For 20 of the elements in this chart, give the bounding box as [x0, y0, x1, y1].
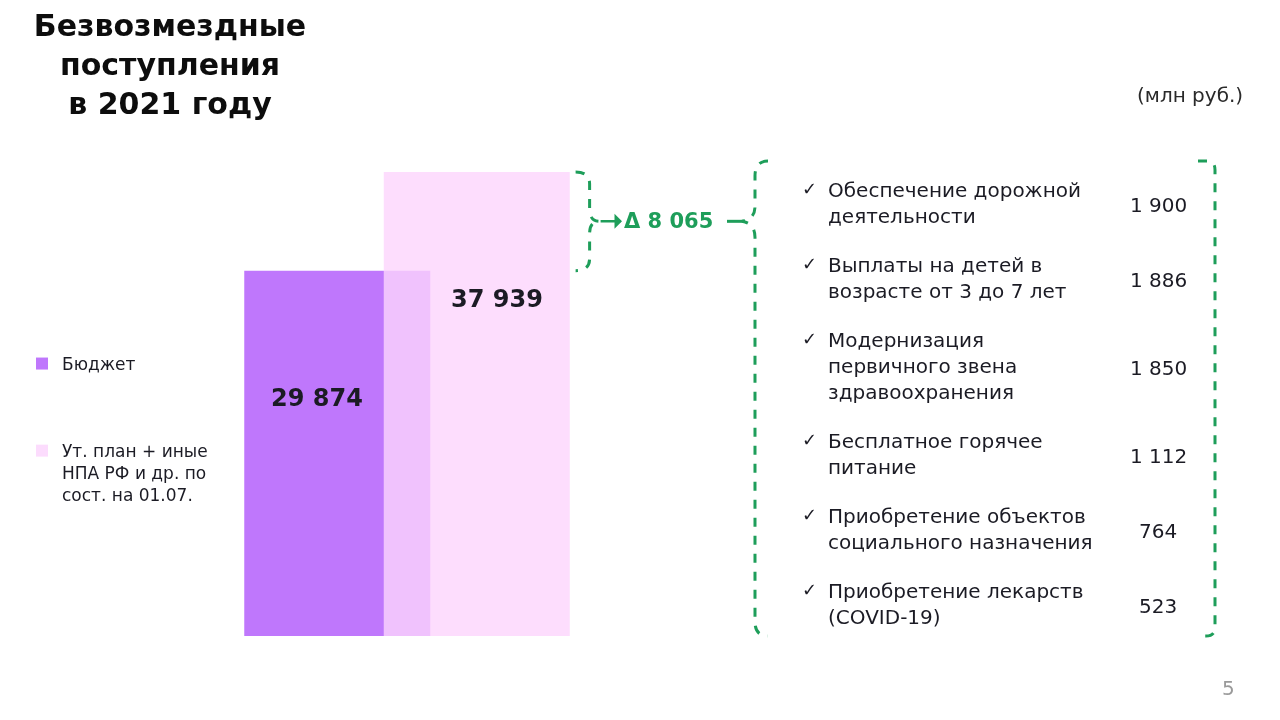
category-label: ✓ Модернизация первичного звена здравоохранения	[802, 328, 1018, 404]
category-label: ✓ Обеспечение дорожной деятельности	[802, 178, 1081, 228]
text: 5	[1222, 676, 1235, 700]
annotation: Δ 8 065	[624, 209, 714, 233]
data-label: 523	[1139, 594, 1178, 618]
category-label: ✓ Приобретение объектов социального назначения	[802, 504, 1093, 554]
data-label: 764	[1139, 519, 1178, 543]
data-label: 1 112	[1130, 444, 1188, 468]
data-label: 37 939	[451, 285, 543, 313]
legend-label: Бюджет	[62, 354, 136, 375]
category-label: ✓ Выплаты на детей в возрасте от 3 до 7 лет	[802, 253, 1067, 303]
data-label: 1 886	[1130, 268, 1188, 292]
category-label: ✓ Приобретение лекарств (COVID-19)	[802, 579, 1084, 629]
data-label: 1 900	[1130, 193, 1188, 217]
legend-label: Ут. план + иные НПА РФ и др. по сост. на 01.07.	[62, 441, 208, 506]
data-label: 1 850	[1130, 356, 1188, 380]
category-label: ✓ Бесплатное горячее питание	[802, 429, 1043, 479]
text: (млн руб.)	[1137, 83, 1244, 107]
chart-title: Безвозмездные поступления в 2021 году	[33, 8, 307, 121]
data-label: 29 874	[271, 384, 363, 412]
